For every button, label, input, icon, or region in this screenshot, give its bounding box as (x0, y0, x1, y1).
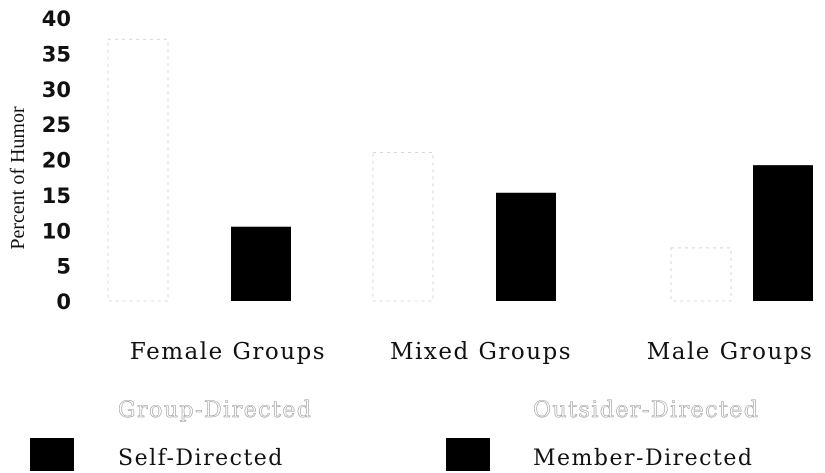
bar-member-directed-0 (231, 226, 291, 301)
y-tick-label: 5 (56, 255, 71, 279)
legend-label: Group-Directed (118, 398, 313, 423)
bar-group-directed-0 (107, 38, 169, 302)
y-tick-label: 10 (42, 219, 71, 243)
y-tick-label: 40 (42, 7, 71, 31)
legend-swatch (30, 438, 74, 471)
legend-swatch (446, 438, 490, 471)
y-tick-label: 20 (42, 149, 71, 173)
category-label: Mixed Groups (390, 339, 572, 365)
legend: Group-Directed Outsider-Directed Self-Dire… (30, 390, 759, 471)
legend-label: Member-Directed (533, 446, 753, 471)
bar-member-directed-2 (753, 165, 813, 301)
y-tick-label: 0 (56, 290, 71, 314)
x-axis-categories: Female Groups Mixed Groups Male Groups (130, 339, 814, 365)
category-label: Female Groups (130, 339, 326, 365)
y-tick-label: 30 (42, 78, 71, 102)
y-axis-ticks: 0 5 10 15 20 25 30 35 40 (42, 7, 71, 314)
y-axis-label: Percent of Humor (7, 106, 29, 250)
y-tick-label: 15 (42, 184, 71, 208)
y-tick-label: 25 (42, 113, 71, 137)
legend-swatch (30, 390, 74, 423)
bar-group-directed-1 (372, 152, 434, 302)
legend-label: Outsider-Directed (533, 398, 759, 423)
bar-member-directed-1 (496, 192, 556, 301)
y-tick-label: 35 (42, 42, 71, 66)
category-label: Male Groups (647, 339, 814, 365)
legend-swatch (446, 390, 490, 423)
legend-label: Self-Directed (118, 446, 284, 471)
bar-outsider-directed-2 (670, 247, 732, 302)
bars (107, 38, 813, 302)
